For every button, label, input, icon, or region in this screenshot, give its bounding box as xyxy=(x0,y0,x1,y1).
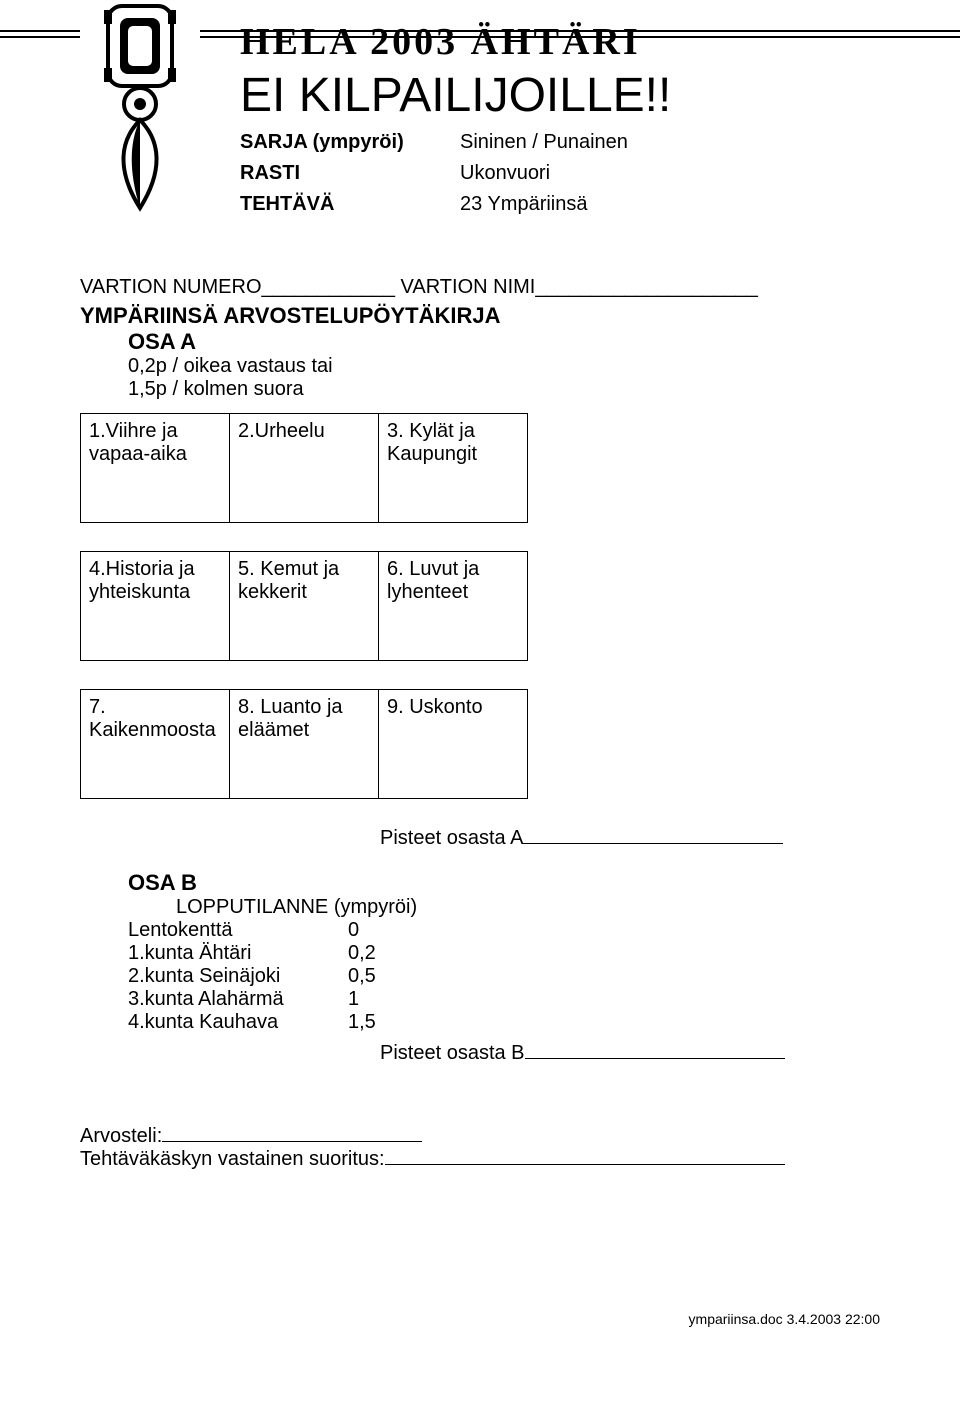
osa-b-label: OSA B xyxy=(128,870,880,896)
osa-b-row1-val: 0,2 xyxy=(348,942,376,965)
osa-b-sub: LOPPUTILANNE (ympyröi) xyxy=(176,896,880,919)
osa-b-row4-val: 1,5 xyxy=(348,1011,376,1034)
grid-row-1: 1.Viihre ja vapaa-aika 2.Urheelu 3. Kylä… xyxy=(80,413,880,523)
osa-a-label: OSA A xyxy=(128,329,880,355)
sarja-label: SARJA (ympyröi) xyxy=(240,131,460,154)
grid-row-3: 7. Kaikenmoosta 8. Luanto ja eläämet 9. … xyxy=(80,689,880,799)
osa-b-row-0: Lentokenttä 0 xyxy=(128,919,880,942)
score-b-label: Pisteet osasta B xyxy=(380,1042,525,1064)
osa-b-row3-val: 1 xyxy=(348,988,359,1011)
osa-b-list: Lentokenttä 0 1.kunta Ähtäri 0,2 2.kunta… xyxy=(128,919,880,1034)
score-b-blank xyxy=(525,1058,785,1059)
osa-b-row-2: 2.kunta Seinäjoki 0,5 xyxy=(128,965,880,988)
osa-b-row-3: 3.kunta Alahärmä 1 xyxy=(128,988,880,1011)
vartion-line: VARTION NUMERO____________ VARTION NIMI_… xyxy=(80,276,880,299)
event-logo xyxy=(80,0,200,220)
meta-rasti: RASTI Ukonvuori xyxy=(240,162,880,185)
osa-b-row1-label: 1.kunta Ähtäri xyxy=(128,942,348,965)
score-a-label: Pisteet osasta A xyxy=(380,827,523,849)
event-banner: HELA 2003 ÄHTÄRI xyxy=(240,20,880,64)
page: HELA 2003 ÄHTÄRI EI KILPAILIJOILLE!! SAR… xyxy=(0,0,960,1367)
meta-tehtava: TEHTÄVÄ 23 Ympäriinsä xyxy=(240,193,880,216)
tehtava-value: 23 Ympäriinsä xyxy=(460,193,880,216)
grid-cell-6: 6. Luvut ja lyhenteet xyxy=(378,551,528,661)
grid-row-2: 4.Historia ja yhteiskunta 5. Kemut ja ke… xyxy=(80,551,880,661)
arvosteli-line: Arvosteli: xyxy=(80,1125,880,1148)
score-a-blank xyxy=(523,843,783,844)
grid-cell-3: 3. Kylät ja Kaupungit xyxy=(378,413,528,523)
osa-a-rule2: 1,5p / kolmen suora xyxy=(128,378,880,401)
vastainen-line: Tehtäväkäskyn vastainen suoritus: xyxy=(80,1148,880,1171)
grid-cell-9: 9. Uskonto xyxy=(378,689,528,799)
signature-block: Arvosteli: Tehtäväkäskyn vastainen suori… xyxy=(80,1125,880,1171)
score-b: Pisteet osasta B xyxy=(380,1042,880,1065)
footer-text: ympariinsa.doc 3.4.2003 22:00 xyxy=(80,1311,880,1327)
grid-cell-2: 2.Urheelu xyxy=(229,413,379,523)
sarja-value: Sininen / Punainen xyxy=(460,131,880,154)
body: VARTION NUMERO____________ VARTION NIMI_… xyxy=(80,276,880,1327)
rasti-value: Ukonvuori xyxy=(460,162,880,185)
grid-cell-8: 8. Luanto ja eläämet xyxy=(229,689,379,799)
tehtava-label: TEHTÄVÄ xyxy=(240,193,460,216)
osa-b-row-4: 4.kunta Kauhava 1,5 xyxy=(128,1011,880,1034)
rasti-label: RASTI xyxy=(240,162,460,185)
grid-cell-5: 5. Kemut ja kekkerit xyxy=(229,551,379,661)
arvosteli-blank xyxy=(162,1141,422,1142)
grid-cell-4: 4.Historia ja yhteiskunta xyxy=(80,551,230,661)
grid-cell-7: 7. Kaikenmoosta xyxy=(80,689,230,799)
osa-b-row0-val: 0 xyxy=(348,919,359,942)
meta-sarja: SARJA (ympyröi) Sininen / Punainen xyxy=(240,131,880,154)
osa-b-row2-label: 2.kunta Seinäjoki xyxy=(128,965,348,988)
arvosteli-label: Arvosteli: xyxy=(80,1125,162,1147)
osa-a-rule1: 0,2p / oikea vastaus tai xyxy=(128,355,880,378)
score-a: Pisteet osasta A xyxy=(380,827,880,850)
osa-b-row4-label: 4.kunta Kauhava xyxy=(128,1011,348,1034)
grid-cell-1: 1.Viihre ja vapaa-aika xyxy=(80,413,230,523)
osa-b-row2-val: 0,5 xyxy=(348,965,376,988)
ymp-title: YMPÄRIINSÄ ARVOSTELUPÖYTÄKIRJA xyxy=(80,303,880,329)
vastainen-label: Tehtäväkäskyn vastainen suoritus: xyxy=(80,1148,385,1170)
osa-b-row3-label: 3.kunta Alahärmä xyxy=(128,988,348,1011)
osa-b-row0-label: Lentokenttä xyxy=(128,919,348,942)
vastainen-blank xyxy=(385,1164,785,1165)
osa-b-row-1: 1.kunta Ähtäri 0,2 xyxy=(128,942,880,965)
page-title: EI KILPAILIJOILLE!! xyxy=(240,68,880,123)
